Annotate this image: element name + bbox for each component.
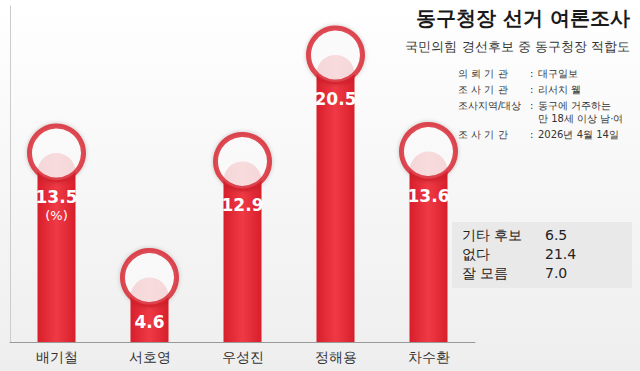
svg-text:13.6: 13.6 bbox=[408, 186, 450, 206]
svg-text:차수환: 차수환 bbox=[408, 349, 450, 365]
svg-text::: : bbox=[530, 68, 533, 79]
svg-text:서호영: 서호영 bbox=[129, 349, 171, 365]
svg-text:20.5: 20.5 bbox=[315, 89, 357, 109]
svg-text::: : bbox=[530, 129, 533, 140]
svg-text:조 사 기 간: 조 사 기 간 bbox=[458, 129, 508, 140]
svg-text:동구에 거주하는: 동구에 거주하는 bbox=[538, 100, 611, 111]
svg-text:대구일보: 대구일보 bbox=[538, 68, 578, 79]
svg-text:기타 후보: 기타 후보 bbox=[462, 227, 522, 243]
svg-text:국민의힘 경선후보 중 동구청장 적합도: 국민의힘 경선후보 중 동구청장 적합도 bbox=[405, 39, 630, 54]
svg-text:조 사 기 관: 조 사 기 관 bbox=[458, 84, 508, 95]
svg-text:(%): (%) bbox=[45, 208, 68, 223]
svg-text:의 뢰 기 관: 의 뢰 기 관 bbox=[458, 68, 508, 79]
svg-text:배기철: 배기철 bbox=[36, 349, 78, 365]
svg-text:21.4: 21.4 bbox=[545, 246, 576, 262]
svg-text:잘 모름: 잘 모름 bbox=[462, 265, 508, 281]
svg-text:정해용: 정해용 bbox=[315, 349, 357, 365]
svg-text:6.5: 6.5 bbox=[545, 227, 567, 243]
svg-text:2026년 4월 14일: 2026년 4월 14일 bbox=[538, 129, 619, 140]
svg-text:없다: 없다 bbox=[462, 246, 490, 262]
svg-text:만 18세 이상 남·여: 만 18세 이상 남·여 bbox=[538, 113, 623, 124]
svg-text:12.9: 12.9 bbox=[222, 195, 264, 215]
svg-text:4.6: 4.6 bbox=[134, 312, 164, 332]
svg-text::: : bbox=[530, 84, 533, 95]
svg-text:우성진: 우성진 bbox=[222, 349, 264, 365]
svg-text::: : bbox=[530, 100, 533, 111]
svg-text:13.5: 13.5 bbox=[36, 187, 78, 207]
svg-text:조사지역/대상: 조사지역/대상 bbox=[458, 100, 521, 111]
svg-text:리서치 웰: 리서치 웰 bbox=[538, 84, 581, 95]
svg-text:7.0: 7.0 bbox=[545, 265, 567, 281]
svg-text:동구청장 선거 여론조사: 동구청장 선거 여론조사 bbox=[416, 6, 630, 30]
